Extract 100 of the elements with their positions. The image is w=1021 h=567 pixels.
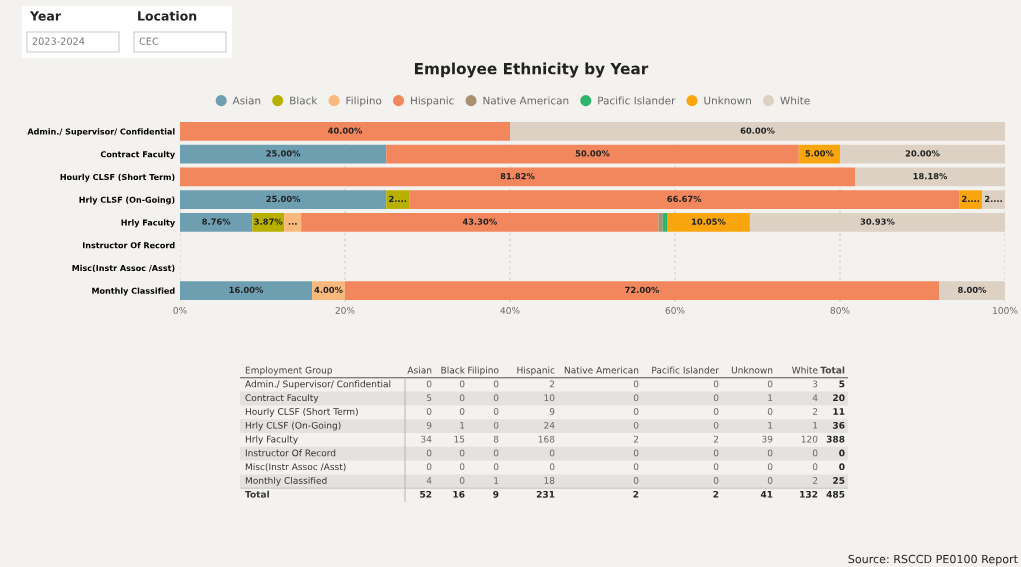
- chart-title: Employee Ethnicity by Year: [414, 62, 649, 78]
- data-label: 3.87%: [254, 218, 283, 225]
- data-label: 30.93%: [860, 218, 895, 225]
- data-label: 0: [713, 463, 719, 471]
- y-axis-title: Employment Group: [245, 366, 333, 376]
- bar: [180, 213, 253, 232]
- data-label: 2....: [985, 195, 1002, 202]
- data-label: 0: [459, 449, 465, 457]
- data-label: 0: [549, 463, 555, 471]
- bar: [180, 122, 510, 141]
- data-label: 168: [538, 435, 555, 443]
- data-label: 18.18%: [913, 172, 948, 180]
- data-label: 25.00%: [266, 195, 301, 203]
- data-label: 25.00%: [266, 150, 301, 157]
- bar: [667, 213, 750, 232]
- data-label: 1: [813, 422, 818, 429]
- y-tick-label: Monthly Classified: [245, 476, 327, 486]
- data-label: 50.00%: [575, 150, 610, 157]
- data-label: 2....: [962, 195, 980, 202]
- y-tick-label: Contract Faculty: [100, 151, 175, 159]
- data-label: 0: [633, 477, 639, 484]
- y-tick-label: Monthly Classified: [92, 287, 175, 296]
- x-tick-label: Unknown: [731, 366, 773, 374]
- legend-label: Black: [290, 96, 318, 105]
- data-label: 0: [713, 449, 719, 457]
- data-label: 34: [421, 435, 432, 443]
- x-tick-label: Black: [441, 366, 465, 374]
- data-label: 0: [459, 477, 465, 484]
- bar: [180, 190, 387, 209]
- data-label: 0: [767, 408, 773, 415]
- data-label: 0: [493, 394, 499, 402]
- data-label: 0: [767, 477, 773, 484]
- data-label: 0: [459, 463, 465, 471]
- data-label: 15: [454, 435, 465, 443]
- data-label: 5: [839, 380, 845, 388]
- data-label: 39: [762, 435, 773, 443]
- data-label: 0: [713, 421, 719, 429]
- data-label: 9: [426, 421, 432, 429]
- y-tick-label: Admin./ Supervisor/ Confidential: [27, 128, 175, 137]
- y-tick-label: Contract Faculty: [245, 394, 319, 403]
- bar: [301, 213, 659, 232]
- y-tick-label: Misc(Instr Assoc /Asst): [245, 463, 346, 472]
- x-tick-label: 0%: [173, 307, 187, 314]
- y-tick-label: Instructor Of Record: [82, 242, 175, 249]
- data-label: 485: [826, 490, 845, 498]
- data-label: 0: [633, 449, 639, 457]
- bar: [180, 167, 856, 187]
- bar: [855, 167, 1005, 187]
- data-label: 1: [494, 477, 499, 484]
- data-label: 231: [536, 490, 555, 498]
- data-label: 0: [426, 380, 432, 388]
- data-label: 2: [633, 435, 639, 443]
- data-label: 5.00%: [805, 150, 834, 157]
- bar: [345, 281, 939, 300]
- x-tick-label: 40%: [500, 307, 520, 314]
- data-label: 0: [426, 408, 432, 415]
- legend-label: Hispanic: [411, 96, 454, 107]
- data-label: 16: [453, 490, 465, 498]
- data-label: 0: [493, 449, 499, 457]
- legend-label: Native American: [483, 96, 569, 105]
- data-label: 388: [826, 435, 845, 443]
- data-label: 1: [768, 394, 773, 401]
- text: Location: [138, 10, 197, 21]
- data-label: 0: [493, 463, 499, 471]
- data-label: 41: [760, 491, 773, 498]
- bar: [180, 281, 312, 300]
- x-tick-label: 80%: [830, 307, 850, 314]
- y-tick-label: Hrly Faculty: [245, 435, 298, 445]
- data-label: 81.82%: [500, 172, 535, 180]
- data-label: 0: [493, 421, 499, 429]
- data-label: 0: [812, 463, 818, 471]
- x-tick-label: Hispanic: [517, 366, 555, 376]
- y-tick-label: Hrly Faculty: [121, 219, 175, 228]
- data-label: 132: [800, 490, 818, 498]
- data-label: 43.30%: [462, 218, 497, 225]
- y-tick-label: Misc(Instr Assoc /Asst): [72, 264, 175, 272]
- x-tick-label: 60%: [665, 307, 685, 314]
- x-tick-label: Native American: [564, 366, 639, 374]
- x-tick-label: Asian: [407, 366, 432, 374]
- x-tick-label: Total: [820, 366, 845, 374]
- data-label: 66.67%: [667, 195, 702, 203]
- bar: [959, 190, 983, 209]
- data-label: 60.00%: [740, 127, 775, 134]
- data-label: 40.00%: [328, 127, 363, 134]
- data-label: 72.00%: [625, 286, 660, 294]
- data-label: 4.00%: [314, 286, 343, 294]
- data-label: 0: [713, 408, 719, 415]
- x-tick-label: Filipino: [468, 366, 499, 376]
- data-label: 2: [812, 477, 818, 484]
- data-label: 120: [801, 435, 818, 443]
- data-label: 9: [549, 408, 555, 415]
- data-label: 0: [839, 463, 845, 471]
- x-tick-label: 100%: [993, 307, 1018, 314]
- bar: [510, 122, 1005, 141]
- data-label: 8: [493, 435, 499, 443]
- data-label: 25: [833, 477, 845, 484]
- data-label: ...: [288, 223, 297, 225]
- data-label: 0: [713, 477, 719, 484]
- data-label: 20: [833, 394, 845, 402]
- data-label: 20.00%: [905, 150, 940, 157]
